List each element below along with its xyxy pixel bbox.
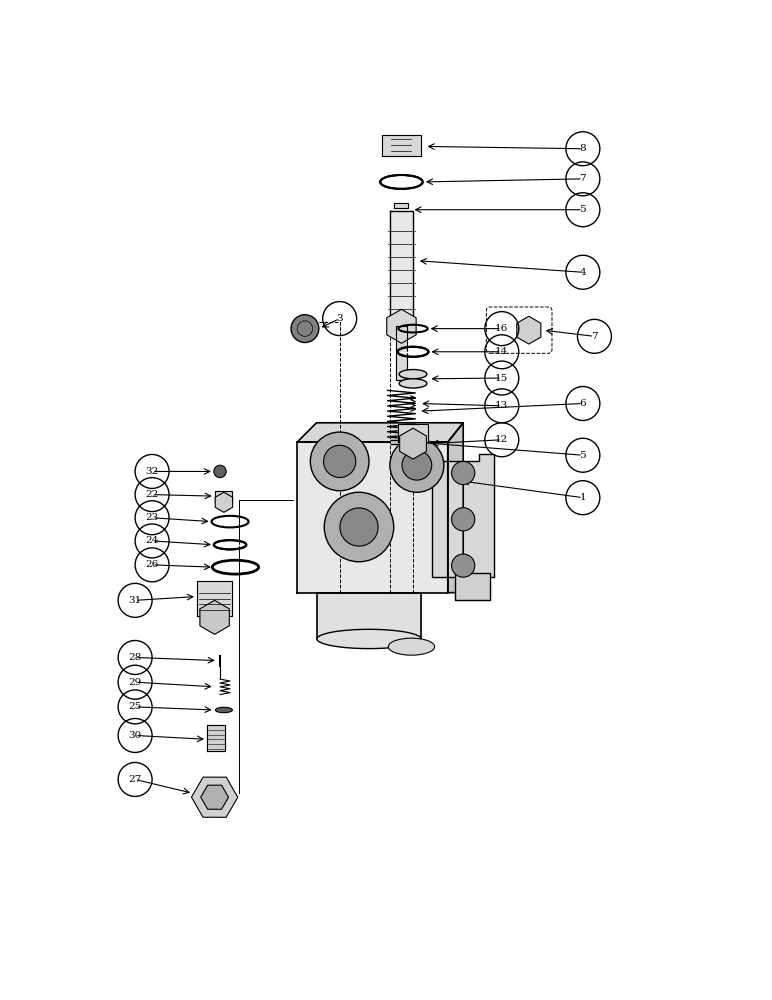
Polygon shape <box>215 491 232 502</box>
Ellipse shape <box>215 707 232 713</box>
Text: 29: 29 <box>128 678 142 687</box>
Polygon shape <box>432 454 494 577</box>
Text: 13: 13 <box>495 401 509 410</box>
Text: 31: 31 <box>128 596 142 605</box>
Polygon shape <box>398 424 428 442</box>
Text: 5: 5 <box>580 205 586 214</box>
Polygon shape <box>207 725 225 751</box>
Circle shape <box>340 508 378 546</box>
Text: 12: 12 <box>495 435 509 444</box>
Text: 27: 27 <box>128 775 142 784</box>
Circle shape <box>390 438 444 492</box>
Circle shape <box>452 461 475 485</box>
Text: 25: 25 <box>128 702 142 711</box>
Circle shape <box>214 465 226 478</box>
Circle shape <box>310 432 369 491</box>
Text: 14: 14 <box>495 347 509 356</box>
Polygon shape <box>394 203 408 208</box>
Text: 30: 30 <box>128 731 142 740</box>
Text: 4: 4 <box>580 268 586 277</box>
Text: 3: 3 <box>337 314 343 323</box>
Circle shape <box>452 554 475 577</box>
Circle shape <box>452 508 475 531</box>
Circle shape <box>402 450 432 480</box>
Circle shape <box>323 445 356 478</box>
Polygon shape <box>297 423 463 442</box>
Text: 16: 16 <box>495 324 509 333</box>
Ellipse shape <box>399 370 427 379</box>
Text: 26: 26 <box>145 560 159 569</box>
Ellipse shape <box>399 379 427 388</box>
Text: 28: 28 <box>128 653 142 662</box>
Text: 1: 1 <box>580 493 586 502</box>
Polygon shape <box>297 442 448 593</box>
Text: 8: 8 <box>580 144 586 153</box>
Polygon shape <box>448 423 463 593</box>
Text: 7: 7 <box>591 332 598 341</box>
Polygon shape <box>391 440 411 444</box>
Text: 32: 32 <box>145 467 159 476</box>
Polygon shape <box>382 135 421 156</box>
Text: 6: 6 <box>580 399 586 408</box>
Circle shape <box>324 492 394 562</box>
Text: 15: 15 <box>495 374 509 383</box>
Text: 5: 5 <box>580 451 586 460</box>
Ellipse shape <box>388 638 435 655</box>
Polygon shape <box>390 211 413 330</box>
Text: 22: 22 <box>145 490 159 499</box>
Polygon shape <box>197 581 232 616</box>
Polygon shape <box>455 573 490 600</box>
Polygon shape <box>317 593 421 639</box>
Text: 23: 23 <box>145 513 159 522</box>
Text: 24: 24 <box>145 536 159 545</box>
Polygon shape <box>396 326 407 380</box>
Text: 7: 7 <box>580 174 586 183</box>
Ellipse shape <box>317 629 421 649</box>
Circle shape <box>291 315 319 343</box>
